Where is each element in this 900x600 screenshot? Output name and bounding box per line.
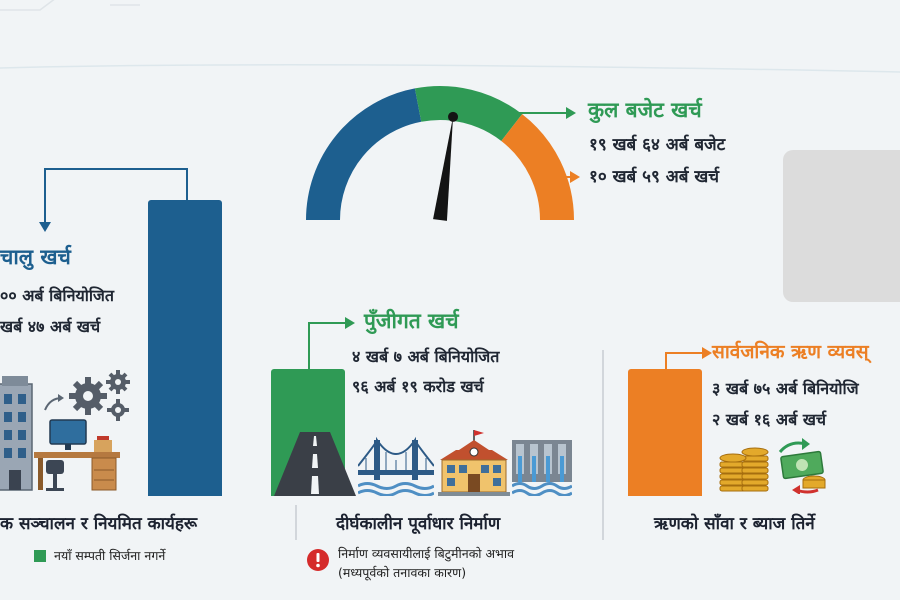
debt-category: ऋणको साँवा र ब्याज तिर्ने (654, 514, 815, 534)
connector-capital (308, 322, 346, 324)
recurrent-category: क सञ्चालन र नियमित कार्यहरू (0, 514, 198, 534)
gauge-connector-orange (558, 176, 572, 178)
capital-category: दीर्घकालीन पूर्वाधार निर्माण (336, 514, 501, 534)
connector-debt-v (665, 352, 667, 374)
bar-recurrent (148, 200, 222, 496)
arrow-right-icon (702, 347, 712, 359)
debt-title: सार्वजनिक ऋण व्यवस् (712, 341, 869, 363)
curved-arrow-icon (44, 394, 64, 411)
debt-line-spent: २ खर्ब १६ अर्ब खर्च (712, 410, 827, 429)
gauge-connector-green (512, 112, 568, 114)
recurrent-title: चालु खर्च (0, 245, 71, 269)
arrow-right-icon (566, 107, 576, 119)
gauge-needle-tip (448, 111, 459, 122)
road-icon (274, 432, 356, 496)
recurrent-line-spent: खर्ब ४७ अर्ब खर्च (0, 317, 101, 336)
connector-debt (665, 352, 703, 354)
money-exchange-icon (778, 438, 826, 494)
connector-recurrent (44, 168, 186, 170)
connector-capital-v (308, 322, 310, 370)
recurrent-note: नयाँ सम्पती सिर्जना नगर्ने (54, 548, 166, 563)
gauge-segment-1 (414, 86, 523, 142)
bar-debt (628, 368, 702, 496)
school-building-icon (438, 430, 510, 496)
warning-icon (307, 549, 329, 571)
gauge-line-budget: १९ खर्ब ६४ अर्ब बजेट (589, 135, 726, 155)
debt-line-allocated: ३ खर्ब ७५ अर्ब बिनियोजि (712, 379, 859, 398)
gears-icon (69, 370, 130, 421)
gauge-needle (433, 116, 454, 221)
bridge-icon (358, 436, 434, 496)
desk-computer-icon (34, 419, 120, 491)
connector-recurrent-v (186, 168, 188, 200)
arrow-down-icon (39, 222, 51, 232)
dam-icon (512, 440, 572, 496)
arrow-right-icon (345, 317, 355, 329)
gauge-segment-2 (500, 114, 574, 221)
gauge-title: कुल बजेट खर्च (588, 98, 702, 122)
connector-recurrent-v2 (44, 168, 46, 224)
placeholder-card (783, 150, 900, 302)
gauge-line-spent: १० खर्ब ५९ अर्ब खर्च (589, 167, 720, 187)
arrow-right-icon (570, 171, 580, 183)
capital-line-allocated: ४ खर्ब ७ अर्ब बिनियोजित (352, 347, 500, 366)
office-building-icon (0, 376, 33, 491)
legend-swatch-icon (34, 550, 46, 562)
capital-title: पुँजीगत खर्च (364, 309, 459, 333)
capital-line-spent: ९६ अर्ब १९ करोड खर्च (352, 377, 484, 396)
budget-gauge (306, 86, 574, 221)
coin-stacks-icon (719, 447, 769, 492)
capital-note-line-1: निर्माण व्यवसायीलाई बिटुमीनको अभाव (338, 546, 515, 561)
recurrent-line-allocated: ०० अर्ब बिनियोजित (0, 286, 115, 305)
gauge-segment-0 (306, 88, 422, 221)
capital-note-line-2: (मध्यपूर्वको तनावका कारण) (338, 565, 467, 580)
